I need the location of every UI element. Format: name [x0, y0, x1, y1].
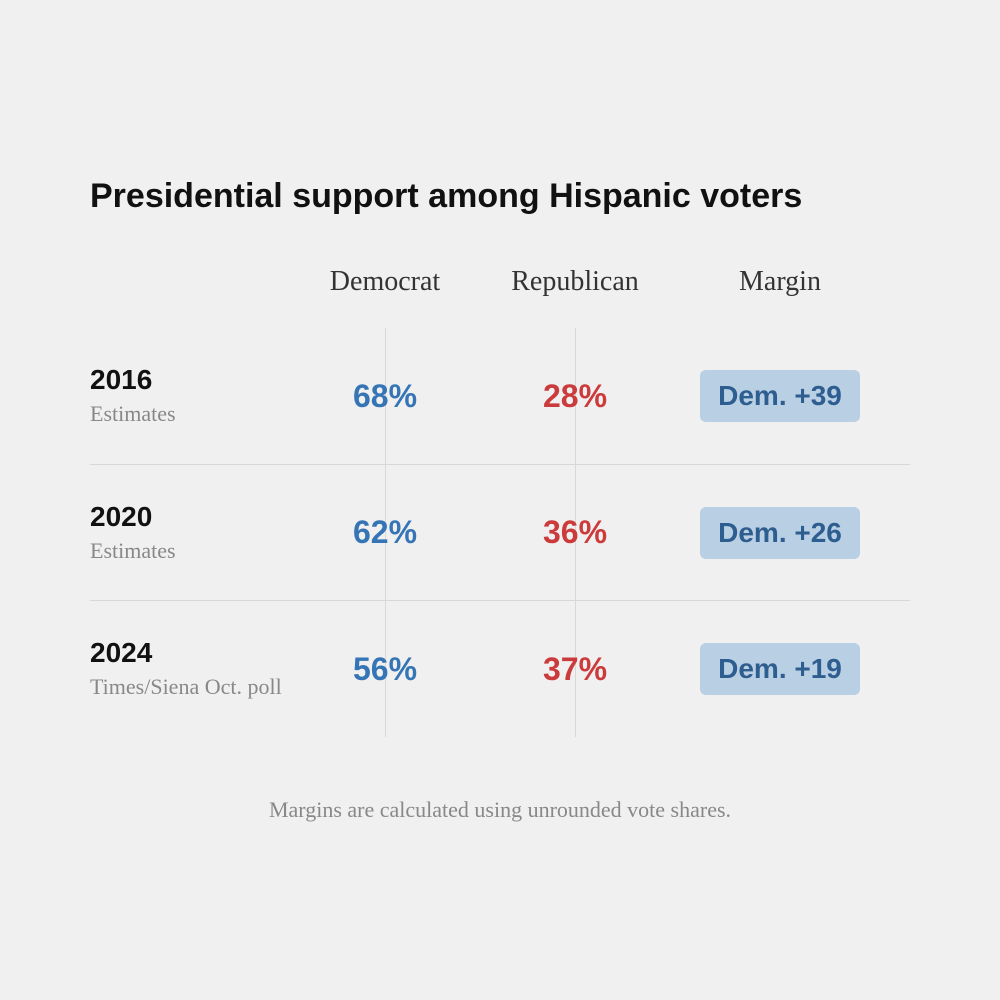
- year-cell: 2024 Times/Siena Oct. poll: [90, 637, 290, 701]
- margin-badge: Dem. +19: [700, 643, 860, 695]
- year-cell: 2020 Estimates: [90, 501, 290, 565]
- chart-title: Presidential support among Hispanic vote…: [90, 177, 910, 216]
- table-header-row: Democrat Republican Margin: [90, 266, 910, 328]
- chart-footnote: Margins are calculated using unrounded v…: [90, 797, 910, 823]
- republican-value: 36%: [480, 514, 670, 551]
- margin-cell: Dem. +26: [670, 507, 890, 559]
- table-row: 2016 Estimates 68% 28% Dem. +39: [90, 328, 910, 464]
- margin-badge: Dem. +39: [700, 370, 860, 422]
- year-label: 2020: [90, 501, 290, 533]
- year-subtitle: Times/Siena Oct. poll: [90, 674, 282, 699]
- republican-value: 37%: [480, 651, 670, 688]
- table-row: 2024 Times/Siena Oct. poll 56% 37% Dem. …: [90, 600, 910, 737]
- col-header-margin: Margin: [670, 266, 890, 298]
- year-label: 2016: [90, 364, 290, 396]
- democrat-value: 56%: [290, 651, 480, 688]
- col-header-year: [90, 266, 290, 298]
- margin-cell: Dem. +19: [670, 643, 890, 695]
- year-subtitle: Estimates: [90, 401, 176, 426]
- democrat-value: 62%: [290, 514, 480, 551]
- year-cell: 2016 Estimates: [90, 364, 290, 428]
- democrat-value: 68%: [290, 378, 480, 415]
- republican-value: 28%: [480, 378, 670, 415]
- margin-cell: Dem. +39: [670, 370, 890, 422]
- data-table: Democrat Republican Margin 2016 Estimate…: [90, 266, 910, 737]
- chart-container: Presidential support among Hispanic vote…: [90, 157, 910, 843]
- year-subtitle: Estimates: [90, 538, 176, 563]
- margin-badge: Dem. +26: [700, 507, 860, 559]
- year-label: 2024: [90, 637, 290, 669]
- table-body: 2016 Estimates 68% 28% Dem. +39 2020 Est…: [90, 328, 910, 737]
- table-row: 2020 Estimates 62% 36% Dem. +26: [90, 464, 910, 601]
- col-header-democrat: Democrat: [290, 266, 480, 298]
- col-header-republican: Republican: [480, 266, 670, 298]
